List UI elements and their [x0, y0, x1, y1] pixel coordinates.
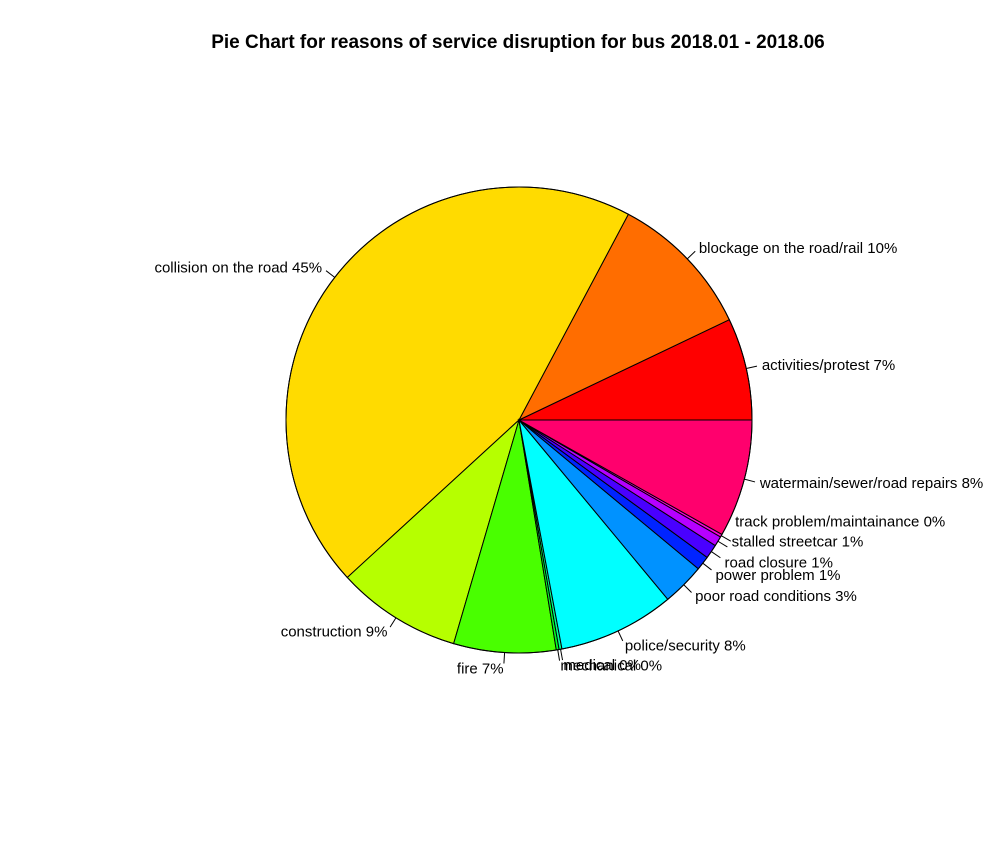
label-leader-line: [721, 535, 732, 542]
label-leader-line: [389, 617, 397, 628]
pie-outline: [285, 186, 753, 654]
slice-label: track problem/maintainance 0%: [735, 514, 945, 531]
slice-label: poor road conditions 3%: [695, 588, 857, 605]
label-leader-line: [503, 652, 506, 664]
slice-label: police/security 8%: [625, 637, 746, 654]
slice-label: activities/protest 7%: [762, 357, 895, 374]
slice-label: medical 0%: [563, 657, 641, 674]
label-leader-line: [746, 365, 758, 370]
slice-label: blockage on the road/rail 10%: [699, 240, 897, 257]
slice-label: stalled streetcar 1%: [732, 534, 864, 551]
label-leader-line: [617, 630, 624, 642]
label-leader-line: [711, 551, 721, 559]
pie-labels: activities/protest 7% blockage on the roa…: [154, 240, 983, 678]
label-leader-line: [686, 250, 696, 260]
label-leader-line: [557, 649, 561, 661]
slice-label: mechanical 0%: [560, 658, 662, 675]
label-leader-line: [683, 584, 692, 593]
chart-title: Pie Chart for reasons of service disrupt…: [211, 32, 825, 53]
slice-label: watermain/sewer/road repairs 8%: [759, 475, 983, 492]
label-leader-line: [717, 540, 728, 548]
slice-label: power problem 1%: [715, 567, 840, 584]
slice-label: construction 9%: [281, 623, 388, 640]
label-leader-line: [702, 562, 712, 571]
slice-label: fire 7%: [457, 661, 504, 678]
label-leader-line: [560, 649, 564, 661]
slice-label: road closure 1%: [725, 555, 833, 572]
slice-label: collision on the road 45%: [154, 260, 322, 277]
label-leader-line: [744, 478, 756, 483]
pie-slices: [285, 186, 753, 654]
label-leader-line: [325, 270, 336, 278]
